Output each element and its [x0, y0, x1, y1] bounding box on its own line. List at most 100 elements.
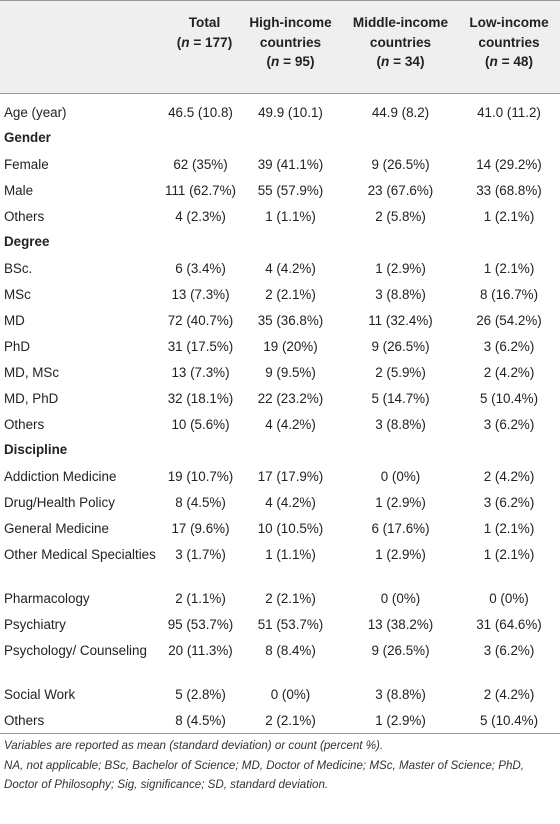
header-low-income: Low-income countries (n = 48): [458, 0, 560, 94]
cell-total: 20 (11.3%): [168, 642, 233, 658]
cell-high-income: 4 (4.2%): [265, 260, 316, 276]
table-row: Others 8 (4.5%) 2 (2.1%) 1 (2.9%) 5 (10.4%): [0, 706, 560, 734]
header-middle-income: Middle-income countries (n = 34): [343, 0, 458, 94]
header-high-income-line-1: High-income: [249, 15, 332, 30]
cell-low-income: 3 (6.2%): [483, 494, 535, 510]
table-row: MD 72 (40.7%) 35 (36.8%) 11 (32.4%) 26 (54.2…: [0, 307, 560, 333]
header-row: Total (n = 177) High-income countries (n…: [0, 0, 560, 94]
cell-high-income: 17 (17.9%): [257, 468, 324, 484]
cell-middle-income: 1 (2.9%): [375, 546, 426, 562]
footnote-1: Variables are reported as mean (standard…: [4, 739, 384, 752]
cell-middle-income: 0 (0%): [380, 468, 421, 484]
cell-total: 13 (7.3%): [171, 286, 230, 302]
cell-middle-income: 0 (0%): [380, 590, 421, 606]
table-row: Others 4 (2.3%) 1 (1.1%) 2 (5.8%) 1 (2.1%): [0, 203, 560, 229]
section-label: Degree: [4, 233, 50, 249]
table-row: Others 10 (5.6%) 4 (4.2%) 3 (8.8%) 3 (6.2%): [0, 411, 560, 437]
cell-low-income: 5 (10.4%): [479, 390, 539, 406]
cell-middle-income: 23 (67.6%): [367, 182, 434, 198]
header-total: Total (n = 177): [157, 0, 238, 94]
cell-high-income: 10 (10.5%): [257, 520, 324, 536]
cell-total: 62 (35%): [173, 156, 228, 172]
table-body: Age (year) 46.5 (10.8) 49.9 (10.1) 44.9 (8.…: [0, 94, 560, 734]
cell-high-income: 8 (8.4%): [265, 642, 316, 658]
cell-high-income: 2 (2.1%): [265, 590, 316, 606]
cell-total: 4 (2.3%): [175, 208, 226, 224]
row-label: Female: [4, 156, 49, 172]
row-label: MSc: [4, 286, 31, 302]
table-row: Psychiatry 95 (53.7%) 51 (53.7%) 13 (38.2%)…: [0, 611, 560, 637]
cell-middle-income: 6 (17.6%): [371, 520, 430, 536]
cell-total: 32 (18.1%): [167, 390, 234, 406]
row-label: MD, PhD: [4, 390, 59, 406]
cell-total: 3 (1.7%): [175, 546, 226, 562]
cell-middle-income: 1 (2.9%): [343, 706, 458, 734]
cell-total: 17 (9.6%): [171, 520, 230, 536]
cell-middle-income: 44.9 (8.2): [371, 105, 430, 120]
cell-low-income: 1 (2.1%): [483, 208, 535, 224]
section-header-row: Gender: [0, 125, 560, 151]
footnote-2: NA, not applicable; BSc, Bachelor of Sci…: [4, 758, 525, 792]
section-header-row: Degree: [0, 229, 560, 255]
row-label: Age (year): [4, 105, 67, 120]
header-low-income-line-1: Low-income: [469, 15, 549, 30]
row-label: Pharmacology: [4, 590, 90, 606]
header-high-income-line-2: countries: [259, 34, 322, 50]
table-row: PhD 31 (17.5%) 19 (20%) 9 (26.5%) 3 (6.2%): [0, 333, 560, 359]
header-middle-income-line-1: Middle-income: [352, 15, 449, 30]
cell-low-income: 33 (68.8%): [476, 182, 542, 198]
header-total-line-2: (n = 177): [176, 34, 233, 50]
cell-middle-income: 3 (8.8%): [375, 286, 426, 302]
cell-low-income: 1 (2.1%): [483, 260, 535, 276]
cell-low-income: 1 (2.1%): [483, 520, 535, 536]
table-row: General Medicine 17 (9.6%) 10 (10.5%) 6 (17…: [0, 515, 560, 541]
cell-high-income: 4 (4.2%): [265, 494, 316, 510]
row-label: PhD: [4, 338, 31, 354]
demographics-table: Total (n = 177) High-income countries (n…: [0, 0, 560, 734]
header-total-line-1: Total: [188, 15, 221, 30]
row-label: Psychiatry: [4, 616, 66, 632]
cell-high-income: 39 (41.1%): [257, 156, 324, 172]
table-footnotes: Variables are reported as mean (standard…: [4, 736, 558, 795]
cell-middle-income: 3 (8.8%): [375, 416, 426, 432]
cell-high-income: 49.9 (10.1): [258, 105, 323, 120]
section-label: Gender: [4, 129, 51, 145]
cell-low-income: 14 (29.2%): [476, 156, 542, 172]
section-label: Discipline: [4, 441, 68, 457]
cell-low-income: 3 (6.2%): [483, 642, 535, 658]
cell-total: 5 (2.8%): [175, 686, 226, 702]
row-label: Male: [4, 182, 34, 198]
cell-low-income: 0 (0%): [489, 590, 529, 606]
table-row: MD, MSc 13 (7.3%) 9 (9.5%) 2 (5.9%) 2 (4.2%): [0, 359, 560, 385]
section-header-row: Discipline: [0, 437, 560, 463]
cell-total: 2 (1.1%): [175, 590, 226, 606]
cell-low-income: 41.0 (11.2): [477, 105, 541, 120]
header-middle-income-line-2: countries: [369, 34, 432, 50]
row-label: BSc.: [4, 260, 33, 276]
cell-total: 8 (4.5%): [157, 706, 238, 734]
cell-high-income: 35 (36.8%): [257, 312, 324, 328]
cell-total: 6 (3.4%): [175, 260, 226, 276]
cell-middle-income: 2 (5.9%): [375, 364, 426, 380]
cell-middle-income: 2 (5.8%): [375, 208, 426, 224]
row-label: MD, MSc: [4, 364, 60, 380]
cell-middle-income: 1 (2.9%): [375, 260, 426, 276]
table-row: MD, PhD 32 (18.1%) 22 (23.2%) 5 (14.7%) 5 (1…: [0, 385, 560, 411]
table-row: Psychology/ Counseling 20 (11.3%) 8 (8.4%)…: [0, 637, 560, 681]
cell-low-income: 8 (16.7%): [479, 286, 539, 302]
cell-total: 111 (62.7%): [165, 182, 236, 198]
cell-low-income: 26 (54.2%): [476, 312, 542, 328]
cell-low-income: 2 (4.2%): [483, 686, 535, 702]
row-label: Others: [4, 416, 45, 432]
row-label: Other Medical Specialties: [4, 546, 156, 562]
cell-high-income: 4 (4.2%): [265, 416, 316, 432]
cell-high-income: 19 (20%): [263, 338, 318, 354]
table-row: Drug/Health Policy 8 (4.5%) 4 (4.2%) 1 (2.9…: [0, 489, 560, 515]
cell-middle-income: 11 (32.4%): [368, 312, 433, 328]
row-label: Others: [0, 706, 157, 734]
row-label: Drug/Health Policy: [4, 494, 115, 510]
cell-low-income: 5 (10.4%): [458, 706, 560, 734]
table-row: Addiction Medicine 19 (10.7%) 17 (17.9%) 0 …: [0, 463, 560, 489]
cell-middle-income: 1 (2.9%): [375, 494, 426, 510]
cell-middle-income: 3 (8.8%): [375, 686, 426, 702]
